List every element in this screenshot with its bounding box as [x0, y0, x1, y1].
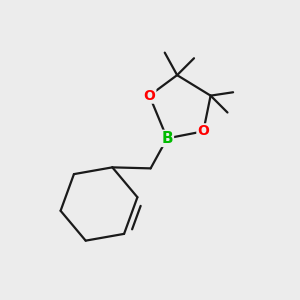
Text: B: B — [161, 131, 173, 146]
Text: O: O — [197, 124, 209, 138]
Text: O: O — [143, 88, 155, 103]
